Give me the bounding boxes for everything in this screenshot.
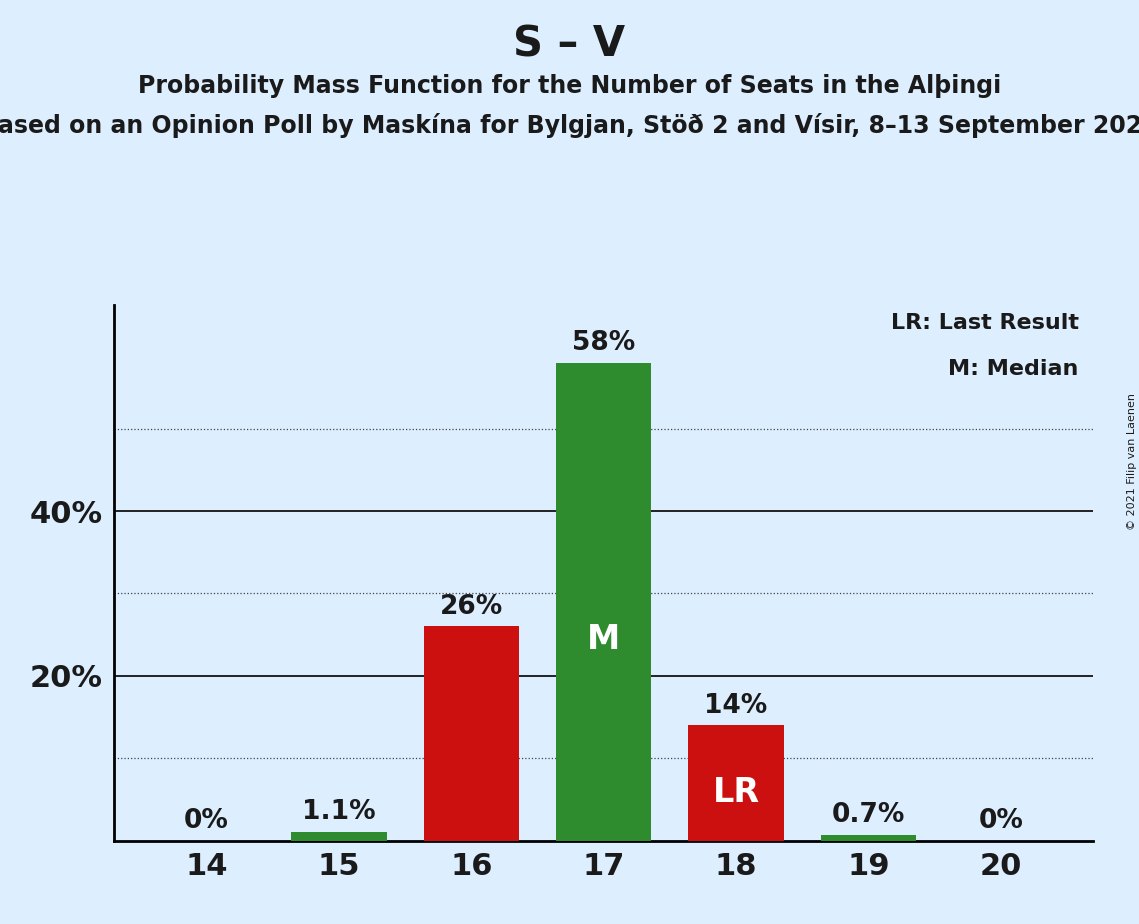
Text: 26%: 26% [440, 594, 503, 620]
Text: LR: LR [713, 776, 760, 808]
Text: 0.7%: 0.7% [831, 802, 906, 829]
Text: 0%: 0% [185, 808, 229, 834]
Text: Probability Mass Function for the Number of Seats in the Alþingi: Probability Mass Function for the Number… [138, 74, 1001, 98]
Bar [292, 832, 386, 841]
Text: 14%: 14% [704, 693, 768, 719]
Text: Based on an Opinion Poll by Maskína for Bylgjan, Stöð 2 and Vísir, 8–13 Septembe: Based on an Opinion Poll by Maskína for … [0, 113, 1139, 138]
Text: M: Median: M: Median [949, 359, 1079, 379]
Bar [556, 362, 652, 841]
Text: S – V: S – V [514, 23, 625, 65]
Text: 0%: 0% [978, 808, 1023, 834]
Text: 1.1%: 1.1% [302, 799, 376, 825]
Bar [821, 835, 916, 841]
Bar [688, 725, 784, 841]
Bar [424, 626, 519, 841]
Text: LR: Last Result: LR: Last Result [891, 313, 1079, 333]
Text: 58%: 58% [572, 330, 636, 356]
Text: © 2021 Filip van Laenen: © 2021 Filip van Laenen [1126, 394, 1137, 530]
Text: M: M [587, 624, 621, 656]
